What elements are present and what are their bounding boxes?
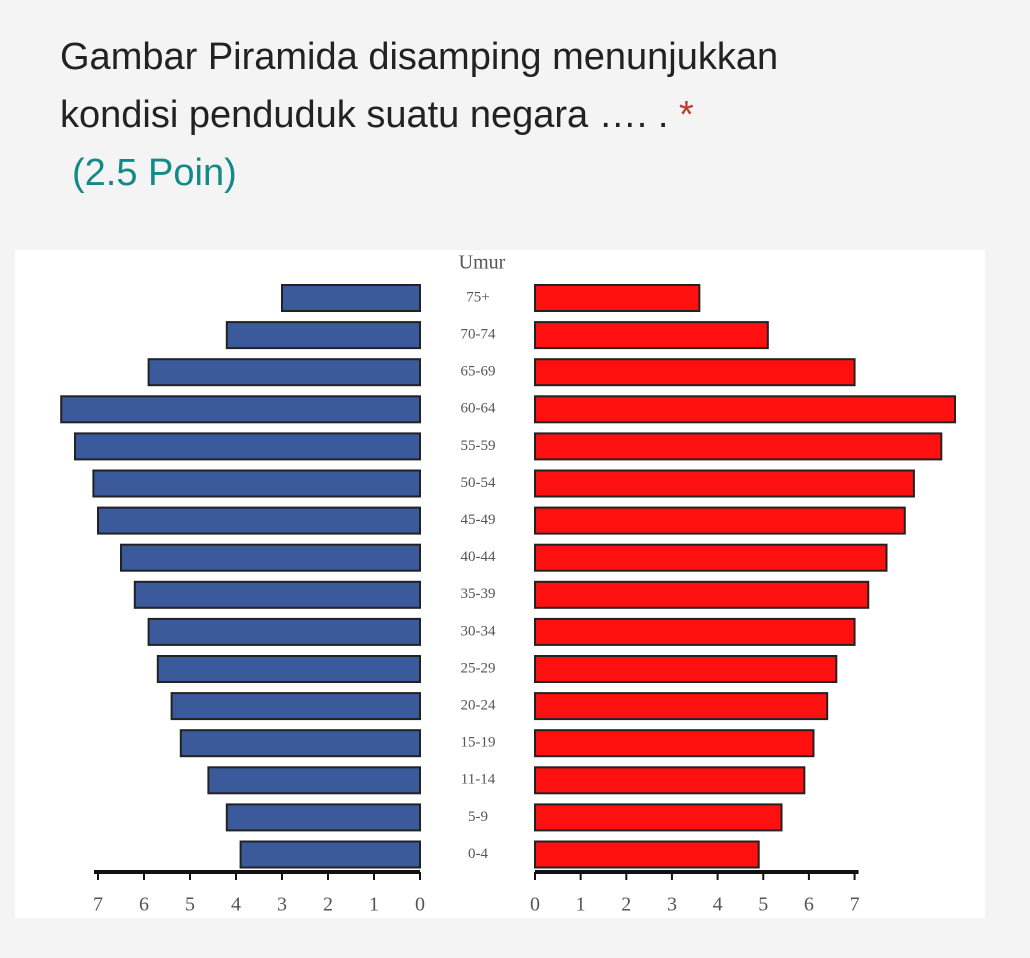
- x-tick-label: 3: [277, 894, 287, 916]
- bar: [534, 432, 943, 461]
- category-label: 60-64: [461, 401, 496, 417]
- bar: [534, 803, 783, 832]
- points: (2.5 Poin): [72, 152, 237, 194]
- x-tick-label: 7: [93, 894, 103, 916]
- x-tick-label: 7: [850, 894, 860, 916]
- bar: [534, 655, 838, 683]
- category-label: 5-9: [468, 809, 488, 825]
- category-label: 20-24: [461, 698, 496, 714]
- bar: [534, 469, 915, 498]
- category-label: 65-69: [461, 364, 496, 380]
- question-text: kondisi penduduk suatu negara …. .: [60, 94, 669, 136]
- bar: [225, 321, 421, 350]
- x-tick-label: 0: [530, 894, 540, 916]
- x-tick-label: 2: [323, 894, 333, 916]
- category-label: 75+: [466, 289, 489, 305]
- x-tick-label: 1: [369, 894, 379, 916]
- category-label: 15-19: [461, 735, 496, 751]
- x-tick-label: 0: [415, 894, 425, 916]
- bar: [92, 469, 422, 498]
- bar: [534, 766, 806, 795]
- x-tick-label: 1: [576, 894, 586, 916]
- bar: [534, 358, 856, 387]
- category-label: 0-4: [468, 846, 488, 862]
- bar: [534, 321, 769, 350]
- category-label: 25-29: [461, 660, 496, 676]
- x-tick-label: 6: [139, 894, 149, 916]
- bar: [534, 543, 888, 572]
- bar: [207, 766, 421, 795]
- required-mark: *: [678, 94, 694, 136]
- x-tick-label: 2: [621, 894, 631, 916]
- bar: [60, 395, 421, 424]
- bar: [156, 655, 422, 683]
- bar: [534, 580, 870, 609]
- question: Gambar Piramida disamping menunjukkan ko…: [60, 28, 778, 202]
- category-label: 35-39: [461, 586, 496, 602]
- bar: [120, 543, 421, 572]
- x-tick-label: 3: [667, 894, 677, 916]
- bar: [97, 506, 421, 535]
- bar: [179, 729, 421, 758]
- bar: [534, 840, 760, 869]
- bar: [170, 692, 421, 721]
- bar: [534, 692, 829, 721]
- bar: [281, 284, 421, 312]
- bar: [534, 729, 815, 758]
- x-tick-label: 4: [231, 894, 241, 916]
- bar: [74, 432, 421, 461]
- chart-title: Umur: [459, 252, 506, 274]
- x-tick-label: 5: [758, 894, 768, 916]
- bar: [534, 284, 701, 312]
- bar: [133, 580, 422, 609]
- x-tick-label: 5: [185, 894, 195, 916]
- category-label: 50-54: [461, 475, 496, 491]
- category-label: 45-49: [461, 512, 496, 528]
- question-line: Gambar Piramida disamping menunjukkan: [60, 36, 779, 78]
- category-label: 70-74: [461, 327, 496, 343]
- category-label: 11-14: [461, 772, 496, 788]
- bar: [534, 617, 856, 646]
- x-tick-label: 6: [804, 894, 814, 916]
- bar: [534, 395, 956, 424]
- question-line: kondisi penduduk suatu negara …. . *: [60, 86, 778, 144]
- category-label: 55-59: [461, 438, 496, 454]
- bar: [534, 506, 906, 535]
- bar: [225, 803, 421, 832]
- category-label: 30-34: [461, 623, 496, 639]
- bar: [239, 840, 421, 869]
- bar: [147, 358, 421, 387]
- bar: [147, 617, 421, 646]
- category-label: 40-44: [461, 549, 496, 565]
- x-tick-label: 4: [713, 894, 723, 916]
